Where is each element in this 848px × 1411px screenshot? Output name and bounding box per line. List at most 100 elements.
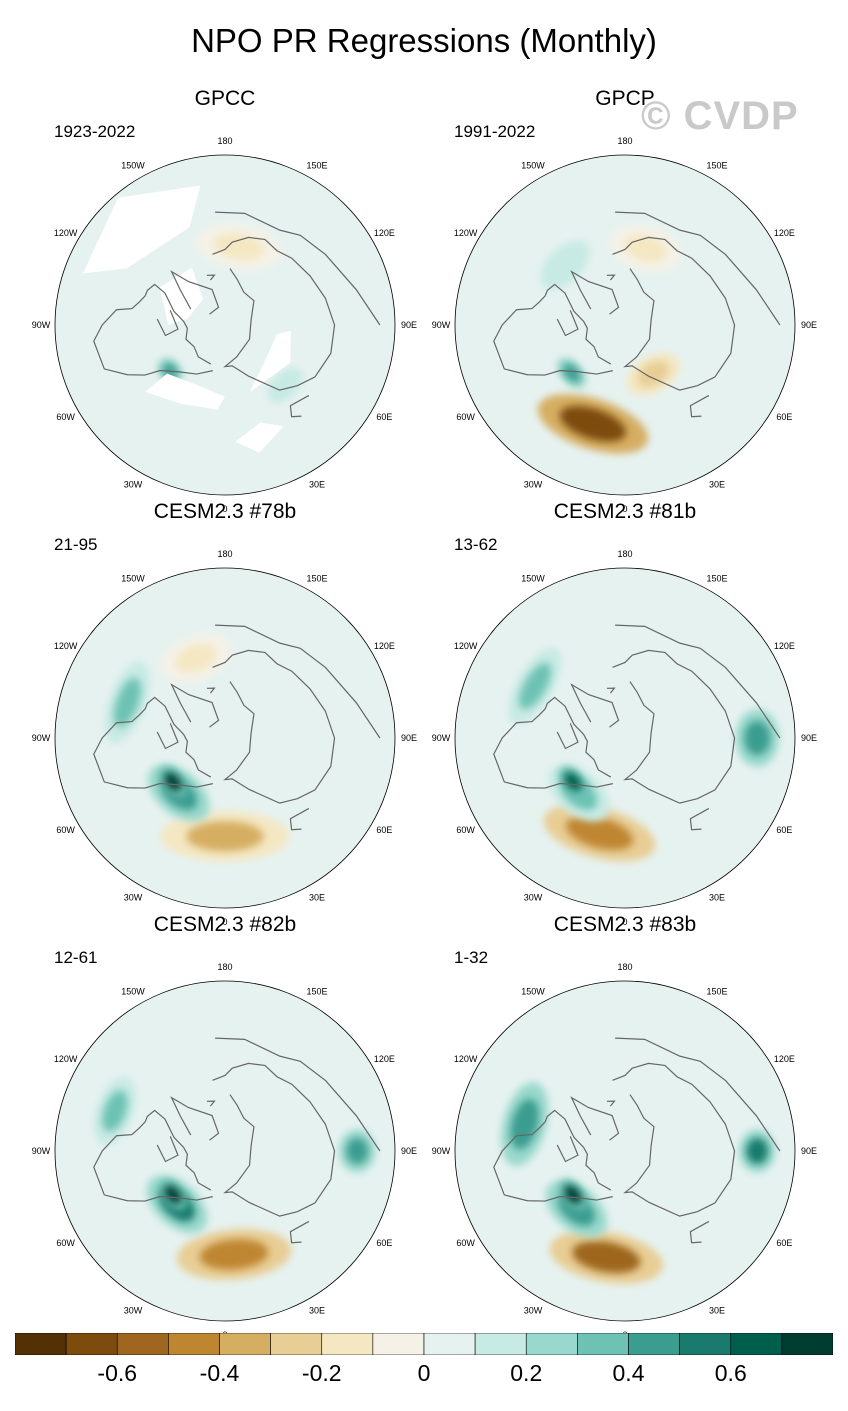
coastline — [289, 807, 310, 831]
anomaly-nw_coast — [164, 1185, 182, 1204]
lon-label: 150E — [306, 574, 327, 584]
colorbar-swatch — [730, 1333, 783, 1355]
panel-title: CESM2.3 #83b — [553, 913, 697, 936]
coastline — [215, 624, 381, 739]
colorbar-label: -0.6 — [97, 1360, 138, 1386]
colorbar-labels: -0.6 -0.4 -0.2 0 0.2 0.4 0.6 — [0, 1360, 848, 1390]
lon-label: 60E — [776, 825, 792, 835]
anomaly-nw_coast — [164, 772, 182, 791]
lon-label: 150W — [521, 987, 545, 997]
coastline — [493, 1109, 613, 1202]
anomaly-north_pacific — [566, 815, 634, 850]
coastline — [156, 723, 179, 750]
coastline — [615, 1037, 781, 1152]
lon-label: 0 — [622, 504, 627, 514]
coastline — [93, 283, 213, 376]
lon-label: 30W — [524, 892, 543, 902]
coastline — [170, 1096, 220, 1141]
colorbar — [15, 1333, 833, 1355]
colorbar-swatch — [321, 1333, 374, 1355]
coastline — [570, 270, 620, 315]
missing-data-region — [83, 185, 201, 274]
colorbar-label: -0.4 — [199, 1360, 240, 1386]
coastline — [170, 683, 220, 728]
lon-label: 30E — [709, 1305, 725, 1315]
coastline — [212, 1062, 336, 1217]
map-panel: 180 150E 120E 90E 60E 30E 0 30W 60W 90W 120W 150W G… — [425, 87, 825, 525]
coastline — [493, 283, 613, 376]
map-background — [55, 981, 395, 1321]
map-border — [54, 980, 396, 1322]
missing-data-region — [249, 330, 291, 393]
lon-label: 90W — [432, 733, 451, 743]
coastline — [156, 1136, 179, 1163]
panel-title: GPCC — [194, 87, 256, 110]
colorbar-swatch — [116, 1333, 169, 1355]
colorbar-swatch — [577, 1333, 629, 1355]
lon-label: 0 — [622, 917, 627, 927]
map-panel: 180 150E 120E 90E 60E 30E 0 30W 60W 90W 120W 150W G… — [25, 87, 425, 525]
panel-period: 12-61 — [54, 948, 98, 967]
colorbar-swatch — [525, 1333, 578, 1355]
coastline — [615, 624, 781, 739]
coastline — [556, 723, 579, 750]
coastline — [206, 274, 216, 281]
lon-label: 150E — [706, 987, 727, 997]
anomaly-north_pacific — [199, 1239, 269, 1270]
lon-label: 90W — [432, 320, 451, 330]
lon-label: 90W — [32, 1146, 51, 1156]
colorbar-swatch — [270, 1333, 323, 1355]
panel-period: 21-95 — [54, 535, 98, 554]
lon-label: 120E — [374, 1054, 395, 1064]
missing-data-region — [235, 422, 284, 453]
panel-title: CESM2.3 #82b — [153, 913, 297, 936]
lon-label: 0 — [222, 917, 227, 927]
coastline — [156, 310, 179, 337]
colorbar-swatch — [679, 1333, 732, 1355]
lon-label: 30E — [309, 479, 325, 489]
lon-label: 150W — [121, 161, 145, 171]
lon-label: 90E — [801, 320, 817, 330]
panel-period: 1923-2022 — [54, 122, 136, 141]
coastline — [689, 1220, 710, 1244]
lon-label: 60E — [776, 1238, 792, 1248]
lon-label: 120E — [774, 1054, 795, 1064]
map-border — [54, 154, 396, 496]
anomaly-atlantic — [510, 1098, 539, 1150]
anomaly-nw_coast — [564, 772, 582, 791]
anomaly-siberia — [637, 361, 670, 387]
coastline — [212, 649, 336, 804]
anomaly-india — [746, 1138, 768, 1164]
coastline — [93, 696, 213, 789]
panel-title: CESM2.3 #78b — [153, 500, 297, 523]
lon-label: 90E — [401, 320, 417, 330]
map-panel: 180 150E 120E 90E 60E 30E 0 30W 60W 90W 120W 150W C… — [25, 500, 425, 938]
lon-label: 60E — [376, 412, 392, 422]
lon-label: 120W — [54, 641, 78, 651]
lon-label: 120E — [374, 228, 395, 238]
lon-label: 120W — [54, 1054, 78, 1064]
lon-label: 150E — [306, 161, 327, 171]
coastline — [612, 649, 736, 804]
colorbar-swatch — [628, 1333, 680, 1355]
lon-label: 120W — [54, 228, 78, 238]
anomaly-atlantic — [519, 663, 551, 710]
lon-label: 150W — [521, 161, 545, 171]
lon-label: 120W — [454, 1054, 478, 1064]
map-border — [454, 567, 796, 909]
coastline — [493, 696, 613, 789]
lon-label: 30E — [309, 892, 325, 902]
anomaly-east_asia — [267, 367, 303, 403]
lon-label: 180 — [617, 136, 632, 146]
map-background — [455, 981, 795, 1321]
colorbar-label: 0.4 — [612, 1360, 645, 1386]
lon-label: 180 — [217, 136, 232, 146]
map-background — [55, 568, 395, 908]
map-panel: 180 150E 120E 90E 60E 30E 0 30W 60W 90W 120W 150W C… — [425, 500, 825, 938]
lon-label: 30W — [524, 1305, 543, 1315]
